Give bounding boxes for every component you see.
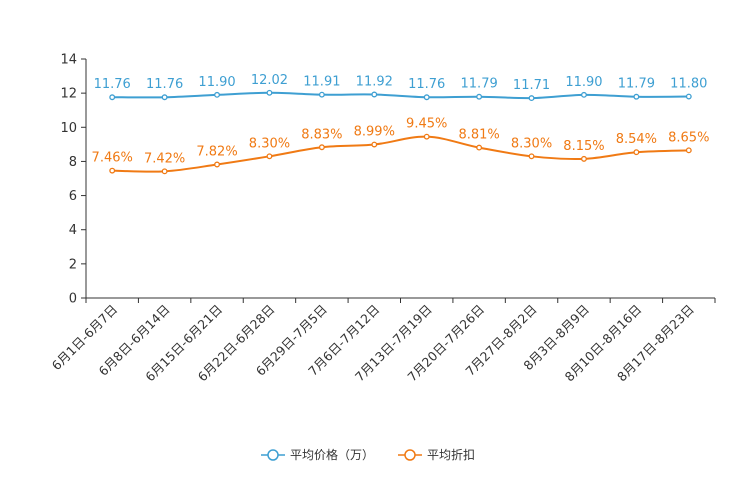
data-label: 11.79 <box>461 77 498 92</box>
data-point[interactable] <box>476 93 483 100</box>
data-point[interactable] <box>423 133 430 140</box>
data-label: 11.76 <box>408 77 445 92</box>
data-labels: 11.76 11.76 11.90 12.02 11.91 11.92 11.76 11.79… <box>92 73 710 167</box>
legend[interactable]: 平均价格（万） 平均折扣 <box>261 447 475 462</box>
y-tick-label: 6 <box>69 189 77 204</box>
data-point[interactable] <box>318 144 325 151</box>
legend-price-circle-icon <box>267 449 279 461</box>
data-point[interactable] <box>476 144 483 151</box>
y-tick-label: 12 <box>60 87 77 102</box>
data-label: 8.54% <box>616 132 657 147</box>
data-point[interactable] <box>633 93 640 100</box>
data-label: 11.80 <box>670 77 707 92</box>
axes: 024681012146月1日-6月7日6月8日-6月14日6月15日-6月21… <box>49 53 716 384</box>
data-point[interactable] <box>109 94 116 101</box>
series-line-0 <box>112 91 689 100</box>
data-point[interactable] <box>214 91 220 98</box>
y-tick-label: 4 <box>69 223 77 238</box>
data-label: 9.45% <box>406 117 447 132</box>
data-point[interactable] <box>581 155 587 162</box>
data-label: 11.90 <box>565 75 602 90</box>
data-point[interactable] <box>266 89 273 96</box>
data-point[interactable] <box>266 153 273 160</box>
series-lines <box>109 89 692 175</box>
data-point[interactable] <box>161 94 168 101</box>
data-point[interactable] <box>633 149 640 156</box>
data-point[interactable] <box>371 91 378 98</box>
y-tick-label: 2 <box>69 257 77 272</box>
data-point[interactable] <box>214 161 220 168</box>
data-label: 8.99% <box>354 125 395 140</box>
data-point[interactable] <box>161 168 168 175</box>
data-point[interactable] <box>528 153 535 160</box>
data-point[interactable] <box>581 91 587 98</box>
data-point[interactable] <box>318 91 325 98</box>
data-point[interactable] <box>528 95 535 102</box>
data-point[interactable] <box>685 93 692 100</box>
data-label: 8.30% <box>249 136 290 151</box>
data-label: 11.90 <box>198 75 235 90</box>
data-label: 7.82% <box>196 145 237 160</box>
legend-discount-circle-icon <box>404 449 416 461</box>
data-label: 7.46% <box>92 151 133 166</box>
data-label: 12.02 <box>251 73 288 88</box>
data-label: 11.71 <box>513 78 550 93</box>
legend-item-price[interactable]: 平均价格（万） <box>261 447 374 462</box>
data-label: 11.76 <box>146 77 183 92</box>
data-point[interactable] <box>109 167 116 174</box>
y-tick-label: 14 <box>60 53 77 68</box>
data-label: 8.83% <box>301 127 342 142</box>
data-point[interactable] <box>423 94 430 101</box>
data-label: 8.65% <box>668 130 709 145</box>
data-point[interactable] <box>371 141 378 148</box>
legend-discount-label: 平均折扣 <box>427 447 475 462</box>
data-label: 11.76 <box>94 77 131 92</box>
data-label: 8.15% <box>563 139 604 154</box>
data-label: 11.79 <box>618 77 655 92</box>
legend-price-label: 平均价格（万） <box>290 447 374 462</box>
y-tick-label: 8 <box>69 155 77 170</box>
data-label: 7.42% <box>144 151 185 166</box>
data-label: 11.92 <box>356 75 393 90</box>
series-line-1 <box>112 135 689 173</box>
data-label: 8.81% <box>458 128 499 143</box>
y-tick-label: 0 <box>69 292 77 307</box>
data-point[interactable] <box>685 147 692 154</box>
legend-item-discount[interactable]: 平均折扣 <box>398 447 475 462</box>
data-label: 8.30% <box>511 136 552 151</box>
data-label: 11.91 <box>303 75 340 90</box>
y-tick-label: 10 <box>60 121 77 136</box>
